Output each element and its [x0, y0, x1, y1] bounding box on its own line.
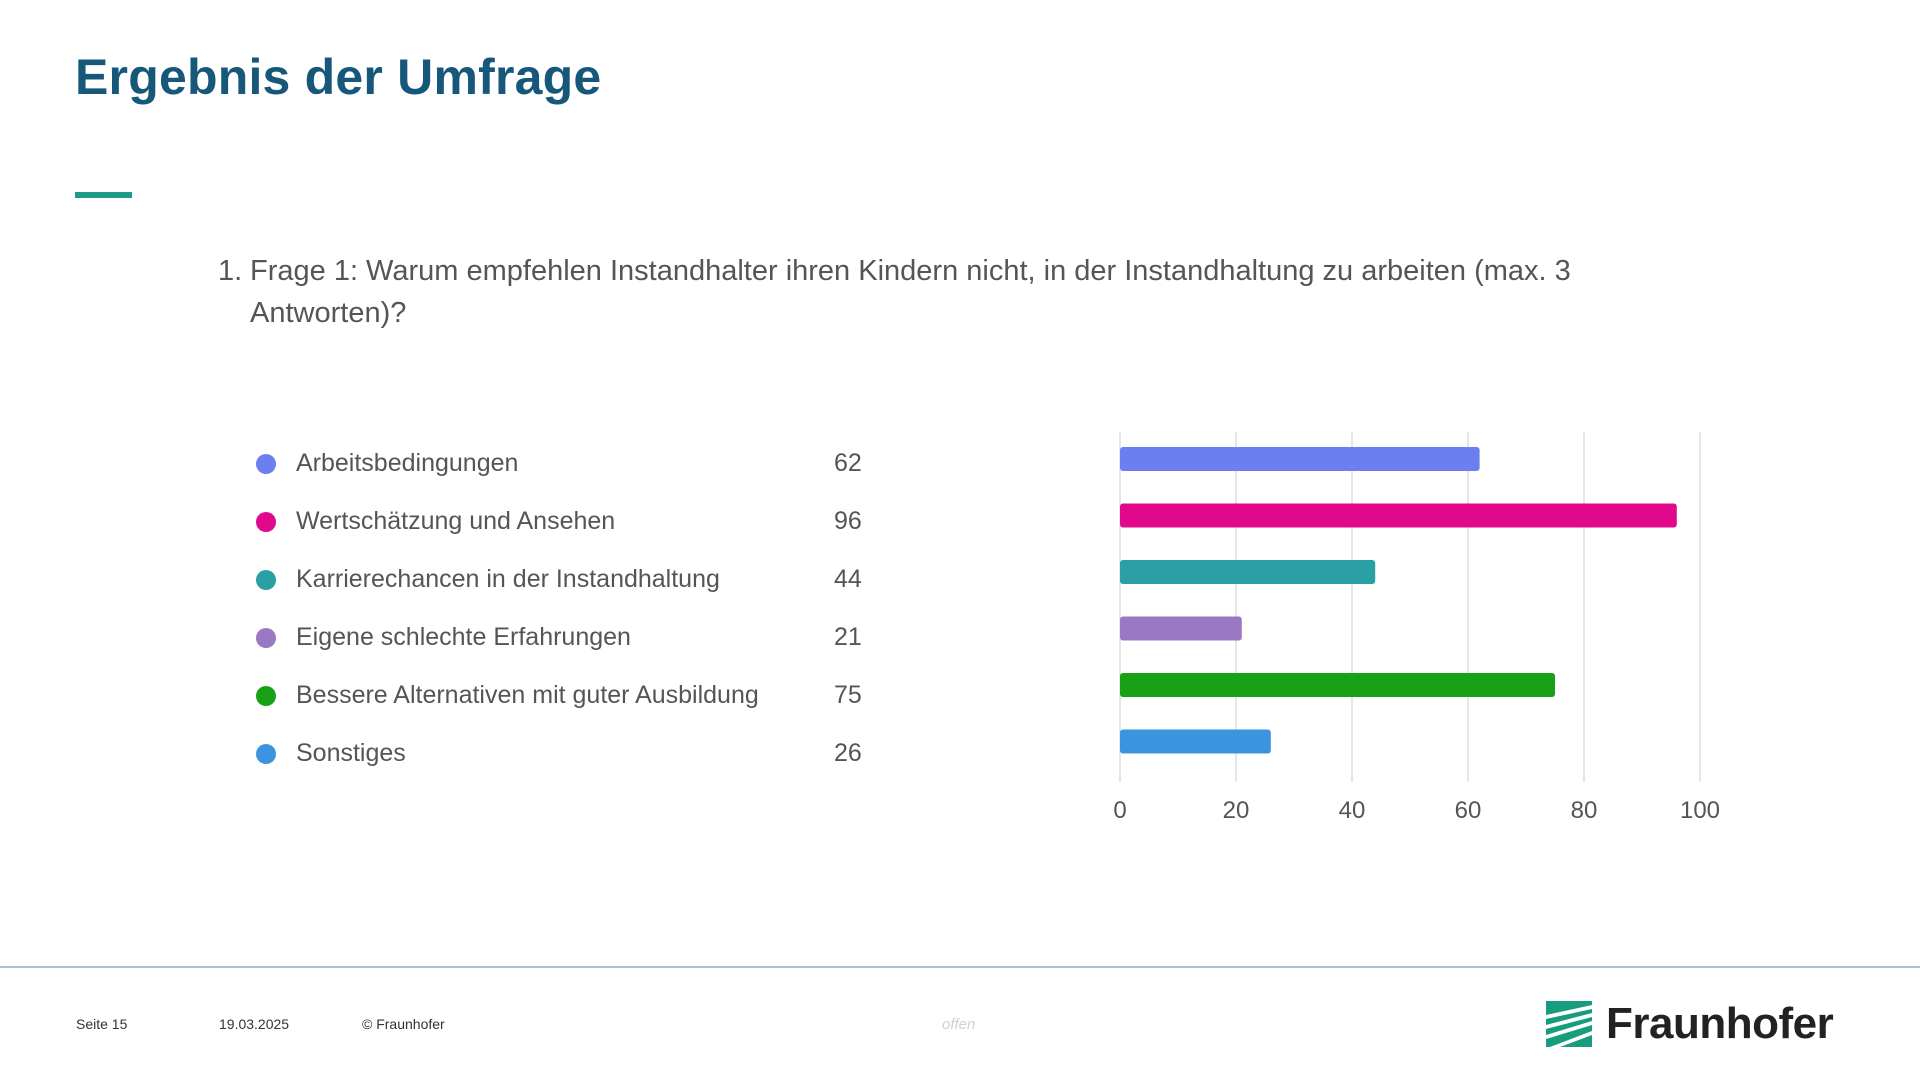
bar [1120, 560, 1376, 584]
x-tick-label: 100 [1680, 797, 1720, 824]
horizontal-bar-chart: 0 20 40 60 80 100 [1113, 432, 1720, 824]
x-tick-label: 40 [1339, 797, 1366, 824]
bar [1120, 729, 1271, 754]
legend-color-dot [256, 686, 276, 706]
legend-item: Karrierechancen in der Instandhaltung 44 [248, 550, 888, 608]
legend-color-dot [256, 454, 276, 474]
legend-item: Wertschätzung und Ansehen 96 [248, 492, 888, 550]
legend-value: 44 [834, 565, 862, 593]
footer-classification: offen [942, 1016, 976, 1033]
bar [1120, 673, 1555, 697]
fraunhofer-logo-icon [1546, 1001, 1592, 1047]
legend-color-dot [256, 628, 276, 648]
footer-date: 19.03.2025 [219, 1016, 290, 1032]
legend-item: Arbeitsbedingungen 62 [248, 434, 888, 492]
legend-item: Eigene schlechte Erfahrungen 21 [248, 608, 888, 666]
slide-title: Ergebnis der Umfrage [75, 49, 602, 105]
legend-label: Arbeitsbedingungen [296, 449, 519, 477]
bar [1120, 616, 1242, 641]
x-tick-label: 80 [1571, 797, 1598, 824]
legend-label: Bessere Alternativen mit guter Ausbildun… [296, 681, 759, 709]
footer-page-number: Seite 15 [76, 1016, 128, 1032]
bar [1120, 447, 1480, 471]
legend-label: Eigene schlechte Erfahrungen [296, 623, 631, 651]
footer-divider [0, 966, 1920, 968]
footer-copyright: © Fraunhofer [362, 1016, 445, 1032]
legend-item: Bessere Alternativen mit guter Ausbildun… [248, 666, 888, 724]
legend-value: 96 [834, 507, 862, 535]
question-number: 1. [218, 255, 243, 287]
logo-wordmark: Fraunhofer [1606, 999, 1834, 1048]
legend-item: Sonstiges 26 [248, 724, 888, 782]
legend-value: 75 [834, 681, 862, 709]
title-accent-bar [75, 192, 132, 198]
bar [1120, 503, 1677, 528]
x-tick-label: 60 [1455, 797, 1482, 824]
legend-color-dot [256, 570, 276, 590]
legend-label: Karrierechancen in der Instandhaltung [296, 565, 720, 593]
survey-question: 1. Frage 1: Warum empfehlen Instandhalte… [218, 250, 1688, 334]
x-tick-label: 0 [1113, 797, 1126, 824]
legend-value: 26 [834, 739, 862, 767]
legend-label: Wertschätzung und Ansehen [296, 507, 616, 535]
x-tick-label: 20 [1223, 797, 1250, 824]
legend-label: Sonstiges [296, 739, 406, 767]
chart-legend: Arbeitsbedingungen 62 Wertschätzung und An… [248, 434, 888, 782]
legend-value: 21 [834, 623, 862, 651]
question-text: Frage 1: Warum empfehlen Instandhalter i… [250, 255, 1571, 329]
legend-value: 62 [834, 449, 862, 477]
legend-color-dot [256, 744, 276, 764]
legend-color-dot [256, 512, 276, 532]
